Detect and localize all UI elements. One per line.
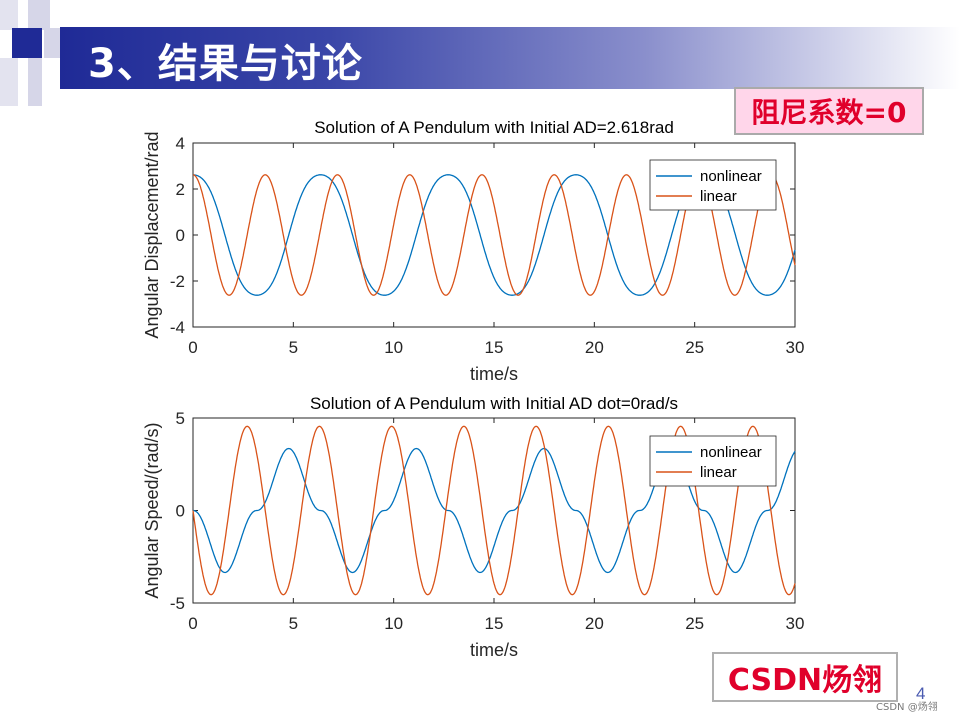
legend-label-nonlinear: nonlinear xyxy=(700,444,762,461)
y-tick-label: 5 xyxy=(176,409,185,428)
y-tick-label: 4 xyxy=(176,134,185,153)
x-tick-label: 30 xyxy=(786,614,805,633)
legend-box xyxy=(649,435,777,487)
x-tick-label: 20 xyxy=(585,614,604,633)
x-tick-label: 10 xyxy=(384,614,403,633)
y-tick-label: -4 xyxy=(170,318,185,337)
title-bar xyxy=(60,27,960,89)
x-tick-label: 5 xyxy=(289,338,298,357)
damping-tag: 阻尼系数=0 xyxy=(734,87,924,135)
legend-label-nonlinear: nonlinear xyxy=(700,168,762,185)
chart-title: Solution of A Pendulum with Initial AD d… xyxy=(310,394,678,413)
y-tick-label: 0 xyxy=(176,226,185,245)
chart-title: Solution of A Pendulum with Initial AD=2… xyxy=(314,118,674,137)
deco-square-1 xyxy=(0,0,18,30)
x-tick-label: 0 xyxy=(188,338,197,357)
deco-square-2 xyxy=(28,0,50,30)
legend-label-linear: linear xyxy=(700,188,737,205)
y-axis-label: Angular Displacement/rad xyxy=(142,131,162,338)
y-tick-label: 0 xyxy=(176,502,185,521)
deco-square-6 xyxy=(28,58,42,106)
page-title: 3、结果与讨论 xyxy=(88,41,363,87)
x-axis-label: time/s xyxy=(470,364,518,384)
y-tick-label: -2 xyxy=(170,272,185,291)
legend-label-linear: linear xyxy=(700,464,737,481)
y-tick-label: -5 xyxy=(170,594,185,613)
x-tick-label: 25 xyxy=(685,338,704,357)
x-tick-label: 10 xyxy=(384,338,403,357)
x-tick-label: 30 xyxy=(786,338,805,357)
y-tick-label: 2 xyxy=(176,180,185,199)
x-tick-label: 5 xyxy=(289,614,298,633)
x-tick-label: 15 xyxy=(485,338,504,357)
damping-tag-text: 阻尼系数=0 xyxy=(751,96,907,129)
deco-square-5 xyxy=(0,58,18,106)
x-tick-label: 20 xyxy=(585,338,604,357)
x-tick-label: 25 xyxy=(685,614,704,633)
brand-text: CSDN炀翎 xyxy=(727,663,883,698)
page-number: 4 xyxy=(916,684,926,703)
deco-square-3 xyxy=(12,28,42,58)
watermark-text: CSDN @炀翎 xyxy=(876,702,938,713)
brand-box: CSDN炀翎 xyxy=(712,652,898,702)
series-line-nonlinear xyxy=(193,447,796,574)
x-axis-label: time/s xyxy=(470,640,518,660)
x-tick-label: 15 xyxy=(485,614,504,633)
x-tick-label: 0 xyxy=(188,614,197,633)
y-axis-label: Angular Speed/(rad/s) xyxy=(142,422,162,598)
legend-box xyxy=(649,159,777,211)
deco-square-4 xyxy=(44,28,60,58)
